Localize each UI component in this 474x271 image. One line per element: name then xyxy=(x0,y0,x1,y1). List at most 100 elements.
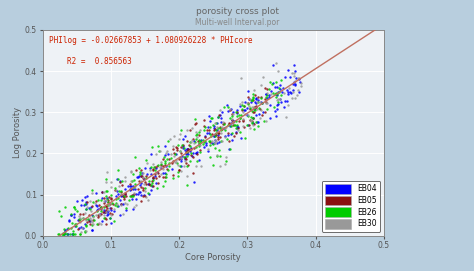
Point xyxy=(263,96,271,101)
Point xyxy=(179,144,187,148)
Point xyxy=(274,100,282,104)
Point xyxy=(253,113,260,117)
Point xyxy=(263,91,271,95)
Point xyxy=(135,190,143,195)
Point xyxy=(137,167,145,172)
Point xyxy=(286,75,294,80)
Point xyxy=(176,163,183,168)
Point xyxy=(114,204,122,208)
Point xyxy=(276,83,284,87)
Point xyxy=(192,151,200,155)
Point xyxy=(249,116,256,120)
Point xyxy=(122,191,129,195)
Point xyxy=(152,166,159,170)
Point xyxy=(122,206,130,211)
Point xyxy=(135,174,143,178)
Point xyxy=(172,159,180,164)
Point xyxy=(162,144,169,149)
Point xyxy=(170,159,177,163)
Point xyxy=(68,231,76,236)
Point xyxy=(253,104,260,108)
Point xyxy=(219,127,226,131)
Point xyxy=(213,133,220,137)
Point xyxy=(217,164,224,169)
Point xyxy=(216,135,223,139)
Point xyxy=(218,131,225,135)
Point xyxy=(113,177,121,181)
Point xyxy=(153,164,161,168)
Point xyxy=(208,141,216,146)
Point xyxy=(180,155,188,159)
Point xyxy=(183,139,191,143)
Point xyxy=(271,105,278,109)
Point xyxy=(156,149,164,154)
Point xyxy=(61,231,68,236)
Point xyxy=(237,76,245,80)
Point xyxy=(161,155,168,159)
Point xyxy=(298,81,305,85)
Point xyxy=(81,203,88,207)
Point xyxy=(191,122,199,126)
Point xyxy=(201,135,209,139)
Point xyxy=(207,134,215,138)
Point xyxy=(233,110,241,114)
Point xyxy=(234,126,241,130)
Point xyxy=(215,125,222,130)
Point xyxy=(180,146,188,150)
Point xyxy=(158,172,165,176)
Point xyxy=(291,79,299,83)
Point xyxy=(81,202,88,206)
Point xyxy=(101,216,109,220)
Point xyxy=(182,159,189,163)
Point xyxy=(252,93,259,97)
Point xyxy=(253,120,260,124)
Point xyxy=(173,146,181,150)
Point xyxy=(103,180,110,184)
Point xyxy=(197,163,204,168)
Point xyxy=(221,162,228,166)
Point xyxy=(57,214,65,218)
Point xyxy=(169,172,177,177)
Point xyxy=(196,133,203,137)
Point xyxy=(234,124,241,128)
Point xyxy=(245,122,253,127)
Point xyxy=(284,102,292,107)
Point xyxy=(103,189,110,193)
Point xyxy=(114,176,122,181)
Point xyxy=(73,209,81,213)
Point xyxy=(169,175,177,180)
Point xyxy=(233,108,241,112)
Point xyxy=(224,123,231,127)
Point xyxy=(212,138,219,142)
Point xyxy=(161,175,169,179)
Point xyxy=(190,146,198,150)
Point xyxy=(263,95,270,99)
Point xyxy=(177,145,184,149)
Point xyxy=(120,197,128,201)
Point xyxy=(267,92,274,96)
Point xyxy=(227,121,235,125)
Point xyxy=(159,157,167,161)
Point xyxy=(188,138,196,142)
Point xyxy=(296,79,303,84)
Point xyxy=(147,188,155,192)
Point xyxy=(102,208,110,212)
Point xyxy=(183,154,191,158)
Point xyxy=(216,154,224,158)
Point xyxy=(257,96,265,100)
Point xyxy=(63,231,71,236)
Point xyxy=(291,69,299,73)
Point xyxy=(102,193,109,198)
Point xyxy=(183,183,191,188)
Point xyxy=(135,187,142,191)
Point xyxy=(200,124,208,129)
Point xyxy=(78,226,85,230)
Point xyxy=(244,89,251,93)
Point xyxy=(297,84,305,88)
Point xyxy=(164,139,172,143)
Point xyxy=(115,189,122,193)
Point xyxy=(176,149,184,154)
Point xyxy=(176,167,183,172)
Point xyxy=(98,205,105,209)
Point xyxy=(240,103,247,108)
